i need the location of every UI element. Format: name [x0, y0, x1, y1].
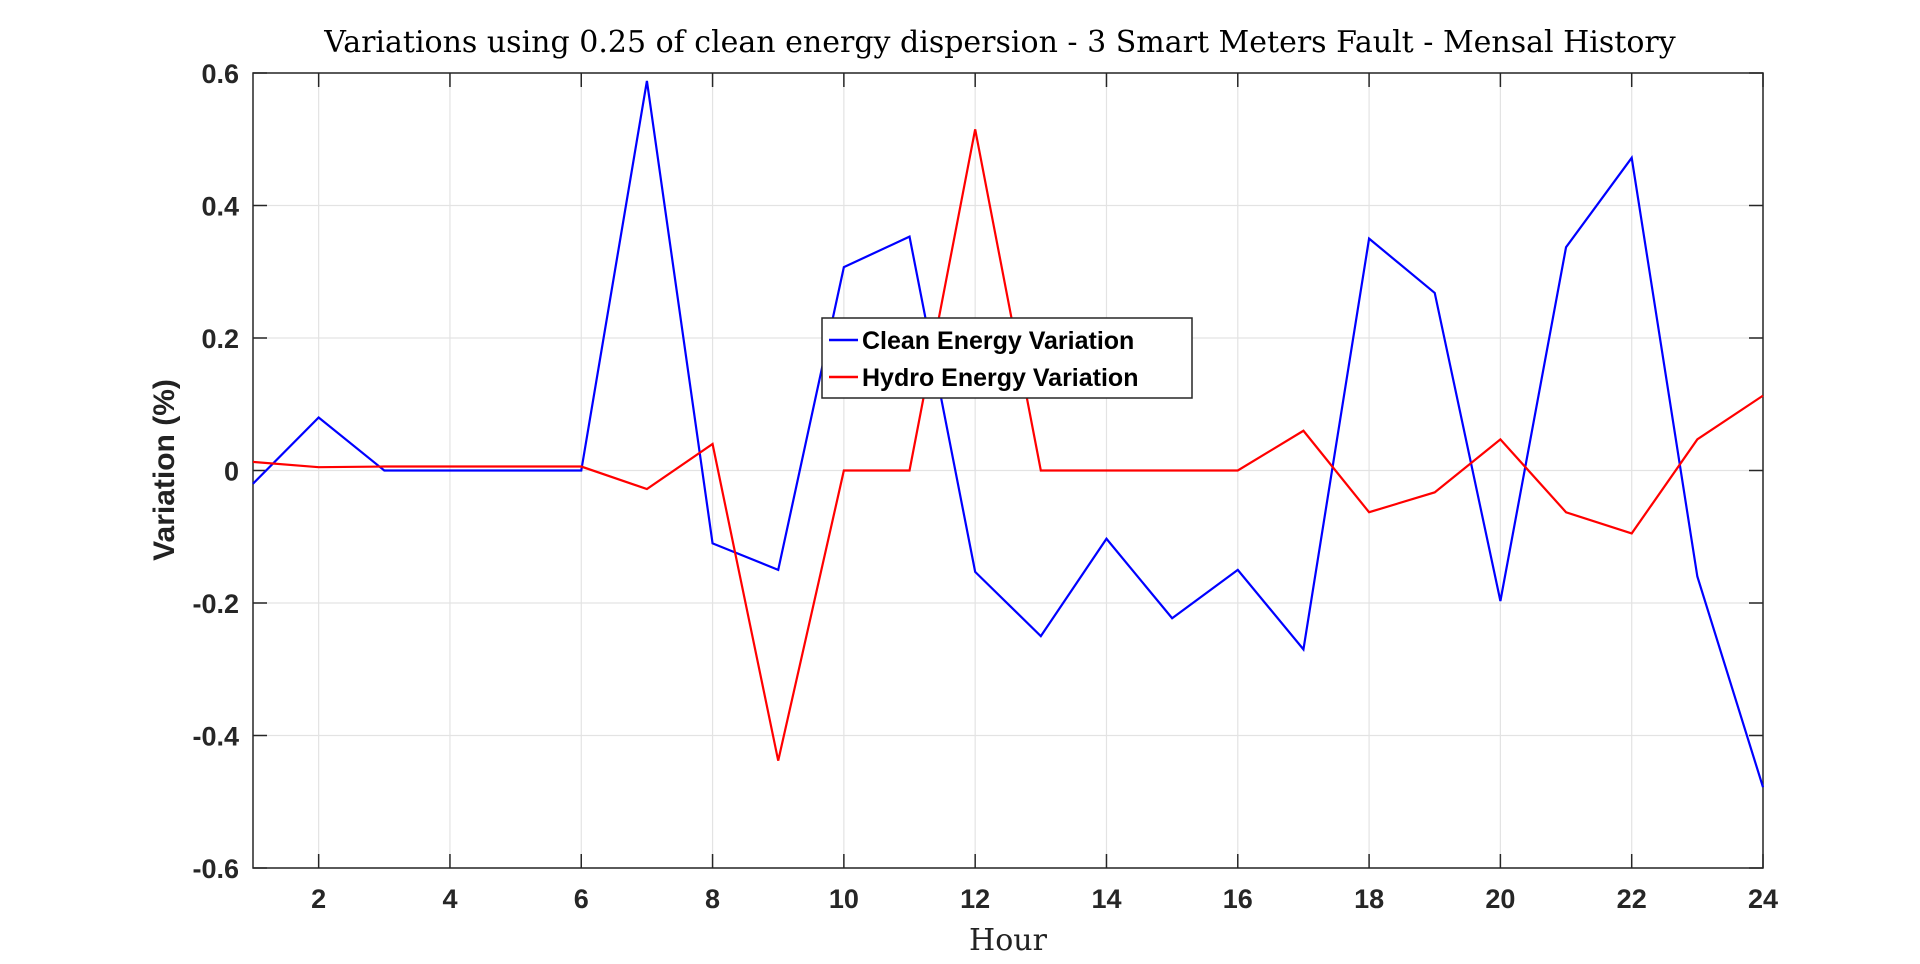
series-lines	[252, 80, 1765, 788]
x-tick-label: 24	[1748, 884, 1778, 914]
y-tick-label: 0	[224, 457, 239, 487]
x-tick-label: 4	[442, 884, 457, 914]
y-tick-label: -0.6	[192, 854, 239, 884]
x-tick-label: 16	[1223, 884, 1253, 914]
y-tick-label: 0.2	[201, 324, 239, 354]
x-tick-label: 2	[311, 884, 326, 914]
legend: Clean Energy Variation Hydro Energy Vari…	[821, 317, 1193, 399]
x-tick-label: 8	[705, 884, 720, 914]
y-tick-label: -0.2	[192, 589, 239, 619]
y-tick-label: 0.6	[201, 59, 239, 89]
x-tick-label: 12	[960, 884, 990, 914]
legend-label-hydro: Hydro Energy Variation	[862, 364, 1138, 392]
y-tick-label: 0.4	[201, 192, 239, 222]
legend-label-clean: Clean Energy Variation	[862, 327, 1134, 355]
x-tick-label: 6	[574, 884, 589, 914]
x-tick-label: 18	[1354, 884, 1384, 914]
y-tick-label: -0.4	[192, 722, 239, 752]
x-tick-label: 20	[1485, 884, 1515, 914]
x-tick-label: 14	[1091, 884, 1121, 914]
legend-box	[821, 317, 1193, 399]
series-line-clean	[252, 80, 1765, 788]
x-tick-label: 22	[1617, 884, 1647, 914]
y-axis-label: Variation (%)	[148, 379, 181, 561]
axis-ticks: 2 4 6 8 10 12 14 16 18 20 22 24-0.6-0.4-0.200.20.40…	[192, 59, 1778, 914]
chart-title: Variations using 0.25 of clean energy di…	[323, 25, 1675, 60]
x-axis-label: Hour	[969, 923, 1048, 958]
x-tick-label: 10	[829, 884, 859, 914]
series-line-hydro	[252, 129, 1764, 761]
